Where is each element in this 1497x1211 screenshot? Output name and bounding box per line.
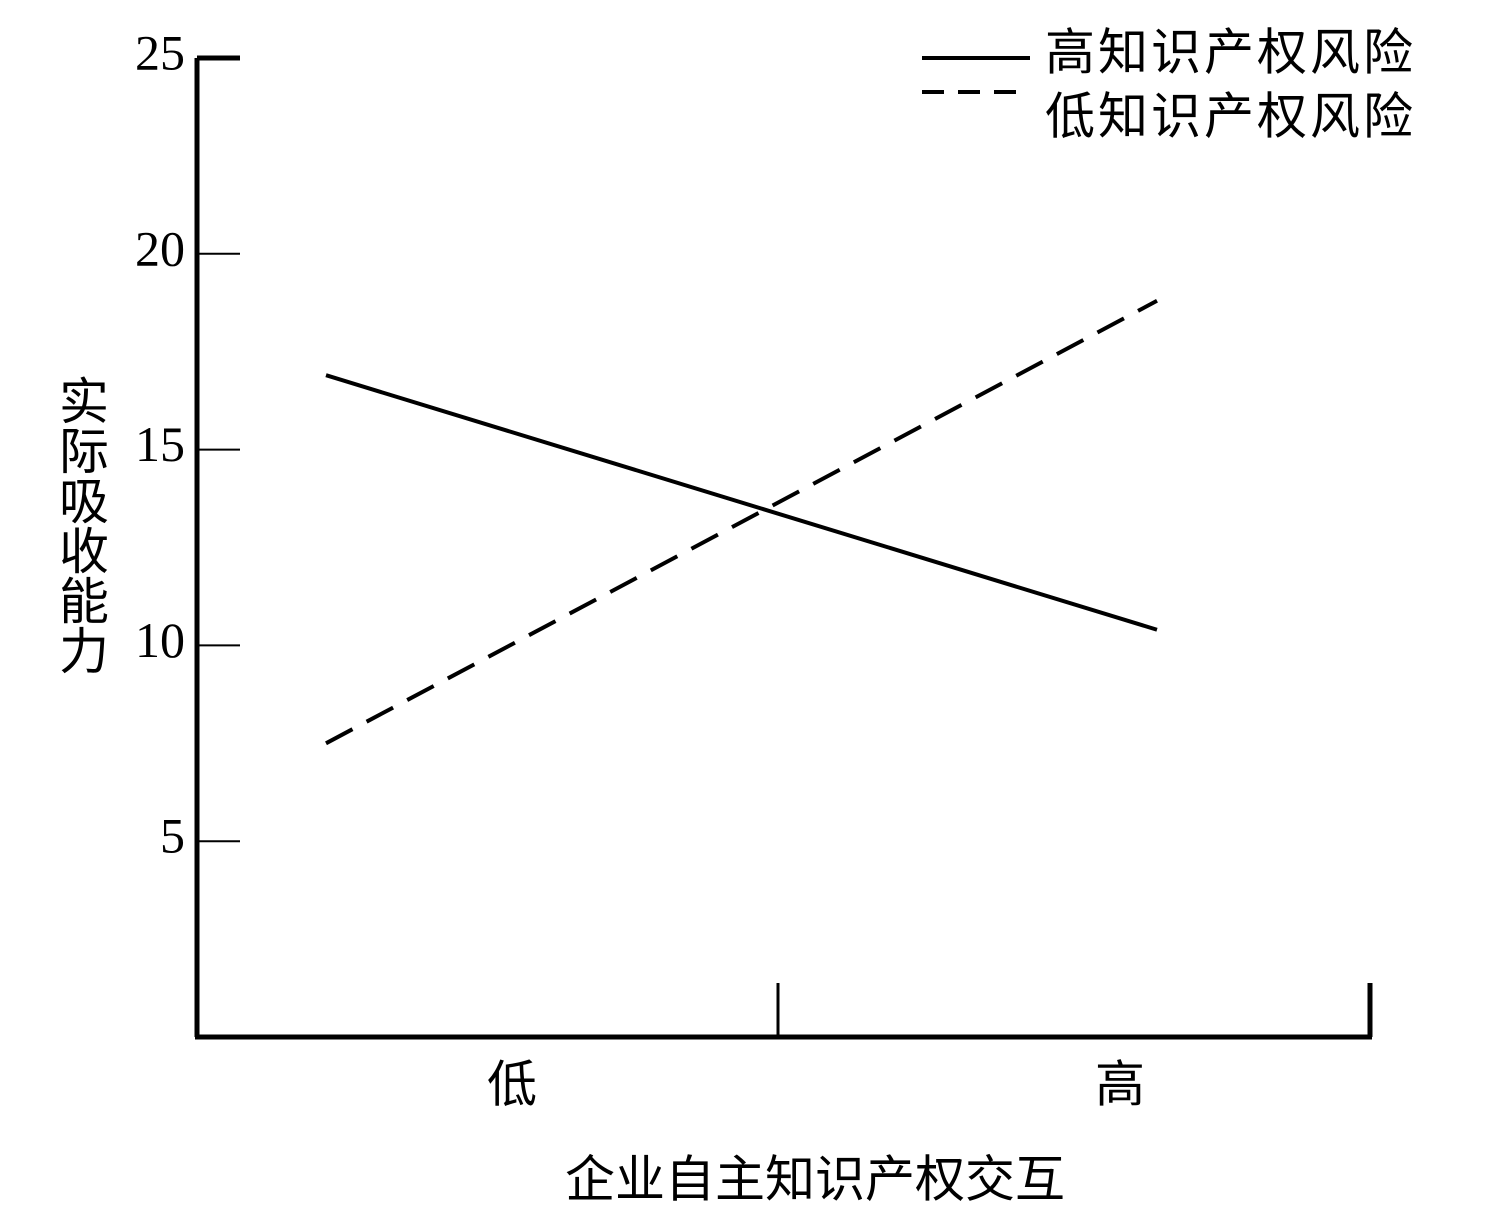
legend-label: 高知识产权风险 (1045, 24, 1416, 80)
legend-label: 低知识产权风险 (1045, 88, 1416, 144)
x-tick-label: 高 (1095, 1056, 1145, 1112)
y-tick-label: 15 (135, 416, 185, 472)
series-line (325, 299, 1158, 746)
y-tick-label: 5 (160, 808, 185, 864)
series-line (325, 373, 1158, 632)
x-axis-title: 企业自主知识产权交互 (565, 1151, 1065, 1207)
y-tick-label: 25 (135, 24, 185, 80)
y-axis-title: 实际吸收能力 (52, 375, 108, 675)
y-tick-label: 10 (135, 612, 185, 668)
x-tick-label: 低 (487, 1056, 537, 1112)
y-tick-label: 20 (135, 220, 185, 276)
